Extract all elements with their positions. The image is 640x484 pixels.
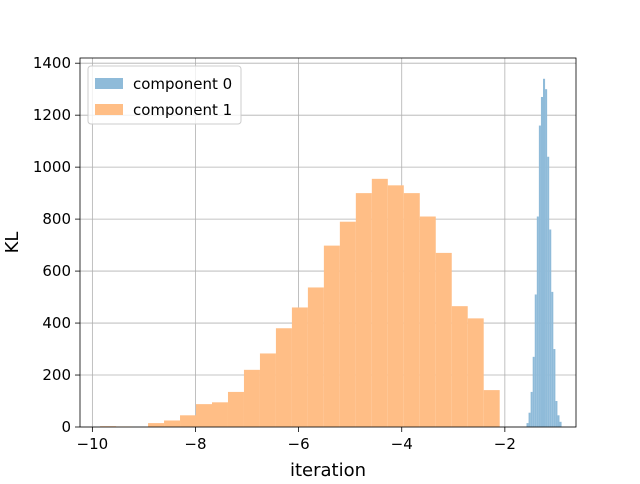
histogram-bar bbox=[451, 306, 468, 427]
legend: component 0 component 1 bbox=[87, 65, 242, 125]
histogram-bars bbox=[100, 78, 562, 428]
histogram-bar bbox=[307, 287, 324, 427]
y-tick-label: 0 bbox=[61, 418, 71, 436]
histogram-bar bbox=[419, 216, 436, 427]
histogram-bar bbox=[555, 401, 558, 427]
histogram-bar bbox=[534, 294, 537, 427]
plot-area-frame bbox=[79, 57, 577, 428]
histogram-bar bbox=[530, 391, 533, 427]
x-axis-label: iteration bbox=[290, 460, 366, 480]
grid-lines bbox=[80, 58, 576, 428]
histogram-bar bbox=[557, 415, 560, 427]
legend-swatch bbox=[95, 104, 123, 115]
histogram-bar bbox=[148, 423, 165, 427]
x-tick-label: −8 bbox=[184, 435, 206, 453]
histogram-bar bbox=[549, 229, 552, 427]
histogram-bar bbox=[547, 156, 550, 428]
y-tick-label: 200 bbox=[42, 366, 71, 384]
y-axis-label: KL bbox=[2, 232, 23, 254]
legend-label: component 1 bbox=[133, 101, 232, 119]
histogram-bar bbox=[526, 423, 529, 427]
histogram-bar bbox=[553, 349, 556, 427]
y-axis-ticks: 0 200 400 600 800 1000 1200 1400 bbox=[33, 54, 80, 436]
histogram-bar bbox=[403, 193, 420, 427]
histogram-bar bbox=[323, 245, 340, 427]
histogram-bar bbox=[545, 89, 548, 427]
histogram-bar bbox=[536, 216, 539, 427]
histogram-bar bbox=[164, 420, 181, 427]
histogram-bar bbox=[467, 318, 484, 427]
histogram-bar bbox=[339, 221, 356, 427]
histogram-bar bbox=[371, 178, 388, 427]
histogram-bar bbox=[435, 252, 452, 427]
histogram-bar bbox=[532, 356, 535, 427]
histogram-bar bbox=[551, 291, 554, 427]
histogram-bar bbox=[559, 421, 562, 427]
histogram-bar bbox=[528, 412, 531, 427]
x-tick-label: −6 bbox=[288, 435, 310, 453]
histogram-bar bbox=[211, 402, 228, 427]
y-tick-label: 800 bbox=[42, 210, 71, 228]
histogram-bar bbox=[291, 307, 308, 427]
x-axis-ticks: −10 −8 −6 −4 −2 bbox=[77, 427, 516, 453]
x-tick-label: −10 bbox=[77, 435, 109, 453]
histogram-bar bbox=[259, 353, 276, 427]
histogram-bar bbox=[543, 78, 546, 428]
y-tick-label: 1200 bbox=[33, 106, 71, 124]
y-tick-label: 1400 bbox=[33, 54, 71, 72]
histogram-bar bbox=[275, 328, 292, 427]
legend-label: component 0 bbox=[133, 75, 232, 93]
histogram-bar bbox=[387, 185, 404, 427]
y-tick-label: 1000 bbox=[33, 158, 71, 176]
histogram-bar bbox=[538, 125, 541, 427]
legend-swatch bbox=[95, 78, 123, 89]
legend-frame bbox=[87, 65, 242, 125]
histogram-bar bbox=[483, 390, 500, 427]
histogram-bar bbox=[196, 404, 212, 427]
histogram-bar bbox=[355, 193, 372, 427]
histogram-bar bbox=[227, 391, 244, 427]
x-tick-label: −4 bbox=[391, 435, 413, 453]
histogram-bar bbox=[180, 415, 197, 427]
histogram-bar bbox=[243, 369, 260, 427]
y-tick-label: 400 bbox=[42, 314, 71, 332]
histogram-bar bbox=[540, 96, 544, 427]
y-tick-label: 600 bbox=[42, 262, 71, 280]
x-tick-label: −2 bbox=[494, 435, 516, 453]
